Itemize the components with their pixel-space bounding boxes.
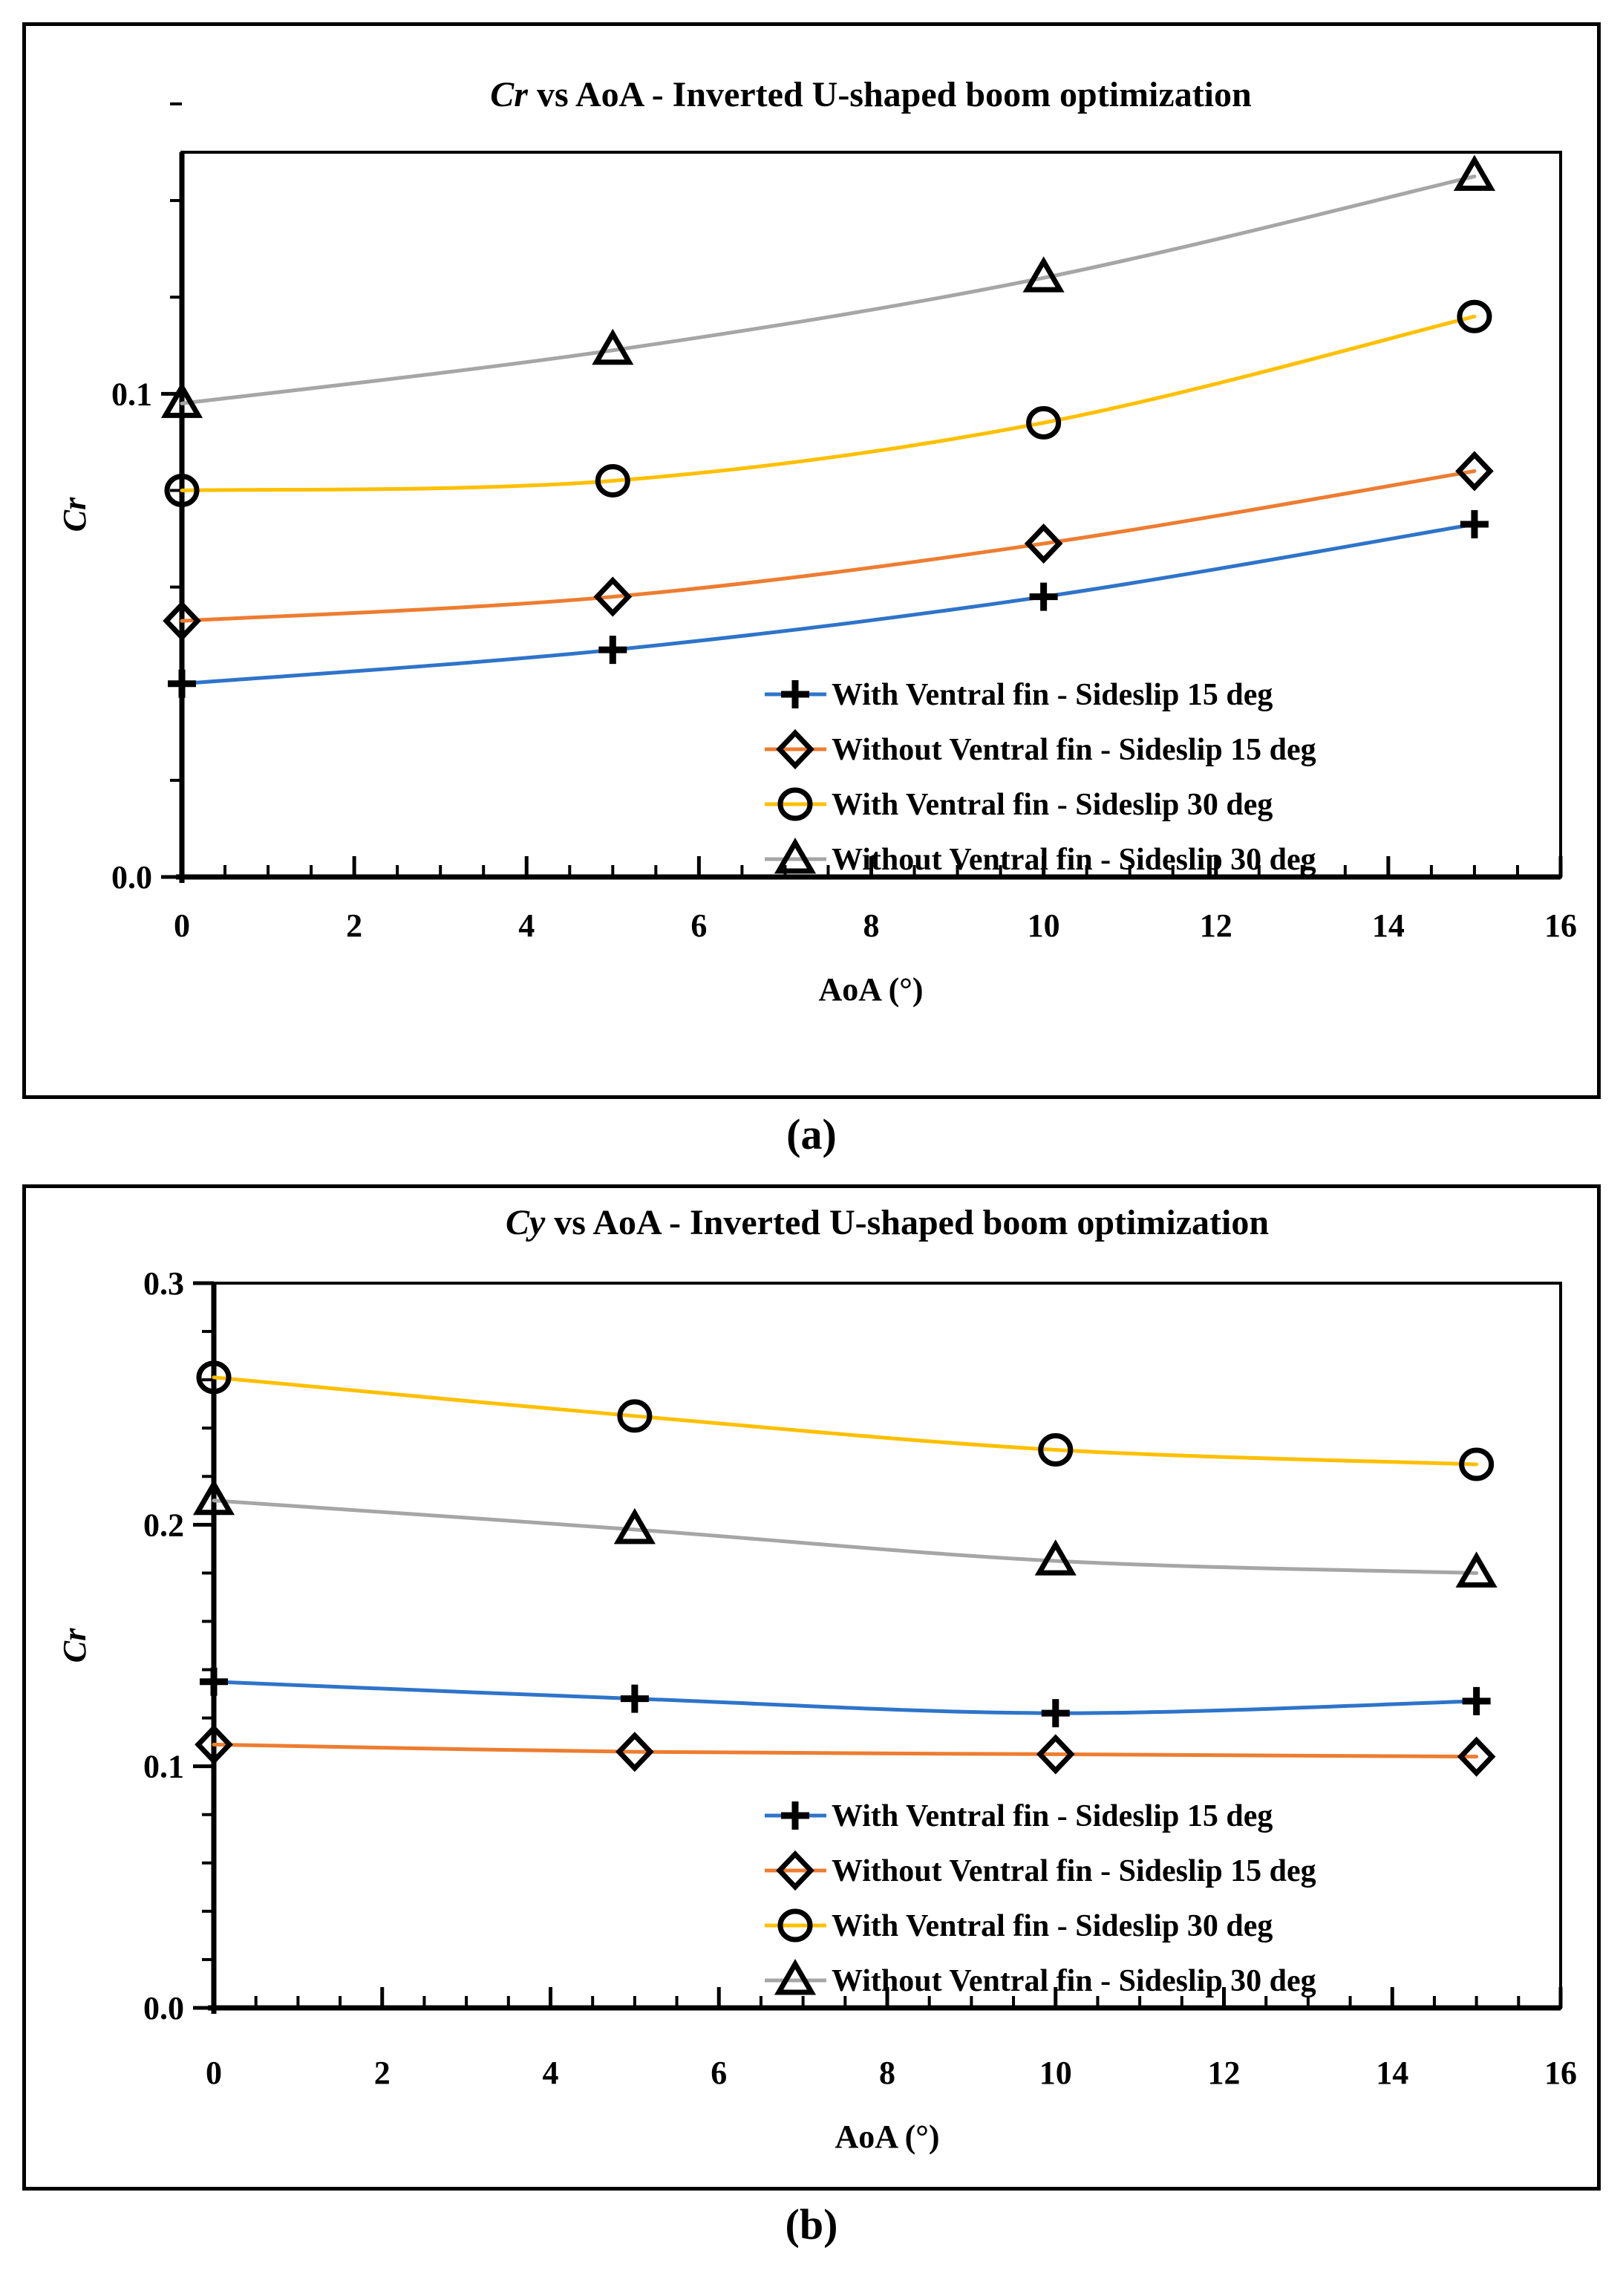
figure-panel-b: Cy vs AoA - Inverted U-shaped boom optim… (22, 1184, 1601, 2191)
circle-marker-icon (1457, 299, 1492, 333)
plot-border (212, 1282, 1562, 2009)
series-line (212, 1680, 1479, 1715)
circle-marker-icon (777, 1908, 813, 1943)
plot-border (180, 151, 1562, 878)
circle-marker-icon (1038, 1432, 1074, 1467)
diamond-marker-icon (776, 728, 814, 770)
chart-b-plot-area: 0 2 4 6 8 10 12 14 16 0.0 0.1 0.2 0.3 (143, 1265, 1577, 2091)
series-line (180, 175, 1477, 405)
triangle-marker-icon (1455, 1551, 1498, 1588)
series-line (212, 1375, 1479, 1467)
diamond-marker-icon (163, 601, 201, 642)
chart-a-plot-area: 0 2 4 6 8 10 12 14 16 0.0 0.1 (111, 102, 1577, 944)
chart-b: Cy vs AoA - Inverted U-shaped boom optim… (56, 1203, 1577, 2155)
diamond-marker-icon (776, 1850, 814, 1891)
x-tick-label: 6 (690, 907, 707, 944)
x-tick-label: 12 (1208, 2055, 1241, 2091)
plus-marker-icon (168, 669, 196, 698)
diamond-marker-icon (1024, 523, 1063, 564)
diamond-marker-icon (1036, 1734, 1075, 1775)
y-tick-label: 0.0 (111, 859, 152, 896)
y-tick-label: 0.0 (143, 1990, 184, 2026)
circle-marker-icon (777, 787, 813, 821)
chart-a-title: Cr vs AoA - Inverted U-shaped boom optim… (490, 75, 1251, 114)
triangle-marker-icon (1022, 256, 1065, 293)
diamond-marker-icon (195, 1724, 233, 1765)
triangle-marker-icon (1034, 1539, 1077, 1576)
chart-b-x-axis-title: AoA (°) (835, 2119, 939, 2155)
triangle-marker-icon (613, 1507, 656, 1545)
series-line (212, 1498, 1479, 1575)
plus-marker-icon (1029, 582, 1058, 611)
triangle-marker-icon (192, 1478, 235, 1516)
x-tick-label: 16 (1544, 907, 1577, 944)
plus-marker-icon (781, 1801, 809, 1830)
diamond-marker-icon (1455, 451, 1494, 492)
caption-a: (a) (786, 1110, 837, 1158)
circle-marker-icon (617, 1399, 653, 1433)
triangle-marker-icon (774, 1959, 817, 1995)
legend-label: With Ventral fin - Sideslip 30 deg (832, 1909, 1273, 1943)
x-tick-label: 4 (518, 907, 535, 944)
diamond-marker-icon (615, 1732, 654, 1772)
series-line (212, 1742, 1479, 1759)
circle-marker-icon (595, 463, 630, 498)
x-tick-label: 0 (206, 2055, 222, 2091)
circle-marker-icon (196, 1360, 232, 1395)
x-tick-label: 8 (863, 907, 880, 944)
caption-b: (b) (785, 2200, 838, 2248)
plus-marker-icon (620, 1684, 649, 1713)
y-tick-label: 0.1 (143, 1749, 184, 1785)
triangle-marker-icon (1453, 154, 1496, 192)
plus-marker-icon (1460, 510, 1489, 539)
y-tick-label: 0.1 (111, 376, 152, 412)
legend-label: Without Ventral fin - Sideslip 15 deg (832, 733, 1316, 767)
chart-b-title: Cy vs AoA - Inverted U-shaped boom optim… (506, 1203, 1269, 1242)
diamond-marker-icon (593, 576, 633, 617)
chart-a-y-axis-title: Cr (56, 497, 93, 532)
x-tick-label: 14 (1376, 2055, 1408, 2091)
x-tick-label: 2 (374, 2055, 391, 2091)
plus-marker-icon (200, 1667, 228, 1696)
x-tick-label: 10 (1039, 2055, 1072, 2091)
circle-marker-icon (1026, 405, 1062, 440)
legend-label: With Ventral fin - Sideslip 30 deg (832, 788, 1273, 822)
plus-marker-icon (781, 680, 809, 708)
plus-marker-icon (1462, 1686, 1491, 1715)
triangle-marker-icon (160, 382, 203, 418)
legend-label: Without Ventral fin - Sideslip 30 deg (832, 1964, 1316, 1998)
plus-marker-icon (1041, 1699, 1070, 1728)
y-tick-label: 0.2 (143, 1507, 184, 1543)
chart-a-x-axis-title: AoA (°) (818, 971, 923, 1008)
triangle-marker-icon (592, 328, 634, 365)
triangle-marker-icon (774, 838, 817, 874)
x-tick-label: 16 (1544, 2055, 1577, 2091)
y-tick-label: 0.3 (143, 1265, 184, 1302)
diamond-marker-icon (1457, 1736, 1496, 1777)
chart-a-legend: With Ventral fin - Sideslip 15 deg Witho… (765, 678, 1316, 877)
legend-label: Without Ventral fin - Sideslip 15 deg (832, 1854, 1316, 1888)
chart-b-legend: With Ventral fin - Sideslip 15 deg Witho… (765, 1799, 1316, 1998)
x-tick-label: 8 (879, 2055, 895, 2091)
series-line (180, 314, 1477, 492)
circle-marker-icon (164, 473, 200, 507)
chart-b-y-axis-title: Cr (56, 1628, 93, 1663)
x-tick-label: 6 (711, 2055, 727, 2091)
plus-marker-icon (598, 636, 627, 665)
circle-marker-icon (1459, 1447, 1495, 1481)
x-tick-label: 14 (1372, 907, 1405, 944)
x-tick-label: 12 (1200, 907, 1232, 944)
x-tick-label: 10 (1028, 907, 1060, 944)
x-tick-label: 0 (174, 907, 190, 944)
series-line (180, 522, 1477, 686)
x-tick-label: 2 (346, 907, 362, 944)
legend-label: With Ventral fin - Sideslip 15 deg (832, 1799, 1273, 1833)
chart-a: Cr vs AoA - Inverted U-shaped boom optim… (56, 75, 1577, 1008)
series-line (180, 469, 1477, 623)
figure-panel-a: Cr vs AoA - Inverted U-shaped boom optim… (22, 22, 1601, 1099)
legend-label: With Ventral fin - Sideslip 15 deg (832, 678, 1273, 712)
legend-label: Without Ventral fin - Sideslip 30 deg (832, 843, 1316, 877)
x-tick-label: 4 (543, 2055, 559, 2091)
